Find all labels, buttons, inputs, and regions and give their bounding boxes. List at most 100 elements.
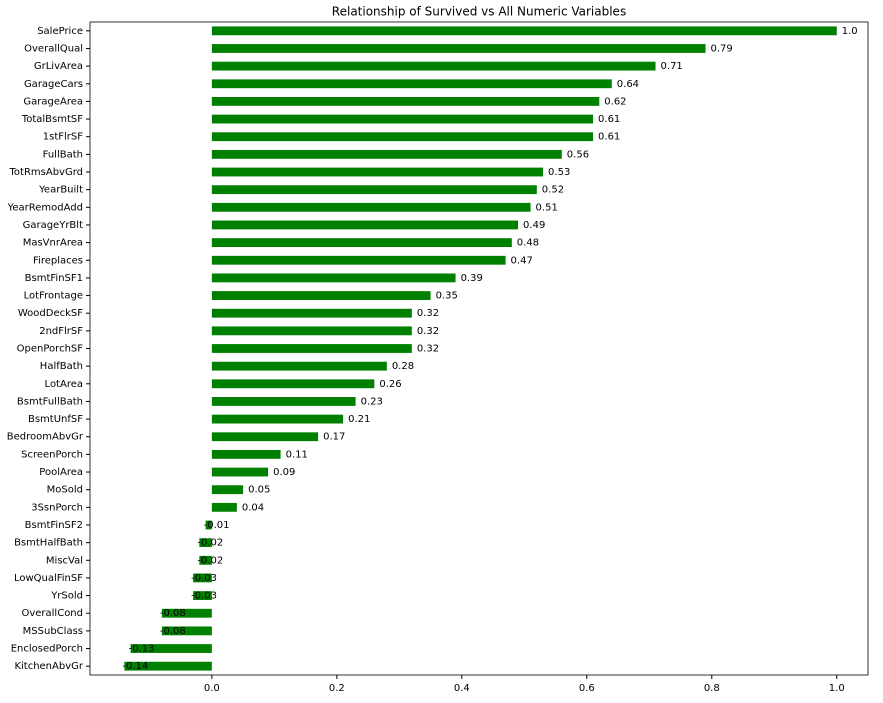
y-tick-label: YrSold	[50, 591, 83, 602]
x-tick-label: 1.0	[829, 683, 845, 694]
bar	[211, 44, 706, 53]
bar	[211, 61, 656, 71]
bar	[211, 185, 537, 195]
value-label: 0.11	[286, 449, 308, 460]
value-label: 0.48	[517, 238, 539, 249]
y-tick-label: MiscVal	[46, 555, 83, 566]
y-tick-label: EnclosedPorch	[11, 644, 83, 655]
value-label: 0.56	[567, 149, 589, 160]
bar	[211, 361, 387, 371]
value-label: -0.14	[122, 661, 148, 672]
bar	[211, 449, 281, 459]
value-label: 0.26	[379, 379, 401, 390]
value-label: 0.32	[417, 326, 439, 337]
x-tick-label: 0.8	[704, 683, 720, 694]
y-tick-label: GrLivArea	[34, 61, 83, 72]
bar	[211, 291, 431, 300]
y-tick-label: Fireplaces	[33, 255, 83, 266]
y-tick-label: SalePrice	[37, 26, 83, 37]
value-label: 0.61	[598, 114, 620, 125]
bar	[211, 202, 531, 212]
y-tick-label: GarageYrBlt	[23, 220, 83, 231]
y-tick-label: BsmtHalfBath	[14, 538, 83, 549]
bar	[211, 273, 456, 283]
bar	[211, 432, 319, 442]
y-tick-label: WoodDeckSF	[18, 308, 83, 319]
bar	[211, 132, 594, 142]
y-tick-label: 2ndFlrSF	[39, 326, 83, 337]
x-tick-label: 0.2	[329, 683, 345, 694]
y-tick-label: PoolArea	[39, 467, 83, 478]
bar	[211, 467, 269, 477]
y-tick-label: FullBath	[43, 149, 83, 160]
value-label: -0.03	[191, 573, 217, 584]
bar	[205, 520, 212, 530]
value-label: 0.79	[711, 43, 733, 54]
bar	[211, 79, 612, 89]
bar	[161, 626, 212, 636]
y-tick-label: BsmtFullBath	[17, 396, 83, 407]
bar	[199, 555, 212, 565]
y-tick-label: TotalBsmtSF	[21, 114, 83, 125]
bar	[211, 344, 412, 353]
bar	[199, 538, 212, 548]
bar	[211, 414, 344, 424]
bar	[211, 326, 412, 336]
y-tick-label: OverallCond	[21, 608, 83, 619]
x-tick-label: 0.4	[454, 683, 470, 694]
bar	[211, 114, 594, 124]
value-label: 0.21	[348, 414, 370, 425]
bar	[161, 608, 212, 618]
y-tick-label: GarageArea	[23, 96, 83, 107]
value-label: 0.51	[536, 202, 558, 213]
value-label: 0.32	[417, 308, 439, 319]
bar	[211, 255, 506, 265]
y-tick-label: BsmtFinSF1	[25, 273, 83, 284]
value-label: 0.17	[323, 432, 345, 443]
y-tick-label: OverallQual	[24, 43, 83, 54]
value-label: 0.53	[548, 167, 570, 178]
y-tick-label: 1stFlrSF	[43, 132, 83, 143]
y-tick-label: KitchenAbvGr	[14, 661, 83, 672]
value-label: 0.47	[511, 255, 533, 266]
value-label: -0.03	[191, 591, 217, 602]
value-label: -0.02	[197, 555, 223, 566]
value-label: -0.08	[160, 626, 186, 637]
value-label: 0.09	[273, 467, 295, 478]
y-tick-label: MoSold	[47, 485, 83, 496]
bar	[211, 379, 375, 389]
bar	[211, 220, 519, 230]
value-label: -0.01	[204, 520, 230, 531]
y-tick-label: MSSubClass	[23, 626, 83, 637]
value-label: 0.28	[392, 361, 414, 372]
bar	[211, 149, 562, 159]
bar	[211, 502, 237, 512]
bar	[193, 591, 212, 600]
y-tick-label: BedroomAbvGr	[7, 432, 84, 443]
bar	[124, 661, 212, 671]
bar	[130, 644, 212, 653]
bar	[211, 26, 837, 36]
y-tick-label: GarageCars	[24, 79, 83, 90]
chart-title: Relationship of Survived vs All Numeric …	[332, 5, 626, 19]
value-label: 0.35	[436, 291, 458, 302]
value-label: 0.52	[542, 185, 564, 196]
bar	[211, 397, 356, 406]
value-label: 0.04	[242, 502, 264, 513]
y-tick-label: YearBuilt	[38, 185, 83, 196]
value-label: -0.13	[129, 644, 155, 655]
value-label: -0.08	[160, 608, 186, 619]
bar	[211, 485, 244, 495]
value-label: 0.32	[417, 344, 439, 355]
y-tick-label: BsmtFinSF2	[25, 520, 83, 531]
value-label: 1.0	[842, 26, 858, 37]
bar	[211, 167, 544, 177]
x-tick-label: 0.0	[204, 683, 220, 694]
y-tick-label: TotRmsAbvGrd	[9, 167, 84, 178]
value-label: 0.39	[461, 273, 483, 284]
value-label: -0.02	[197, 538, 223, 549]
value-label: 0.62	[604, 96, 626, 107]
y-tick-label: 3SsnPorch	[31, 502, 83, 513]
